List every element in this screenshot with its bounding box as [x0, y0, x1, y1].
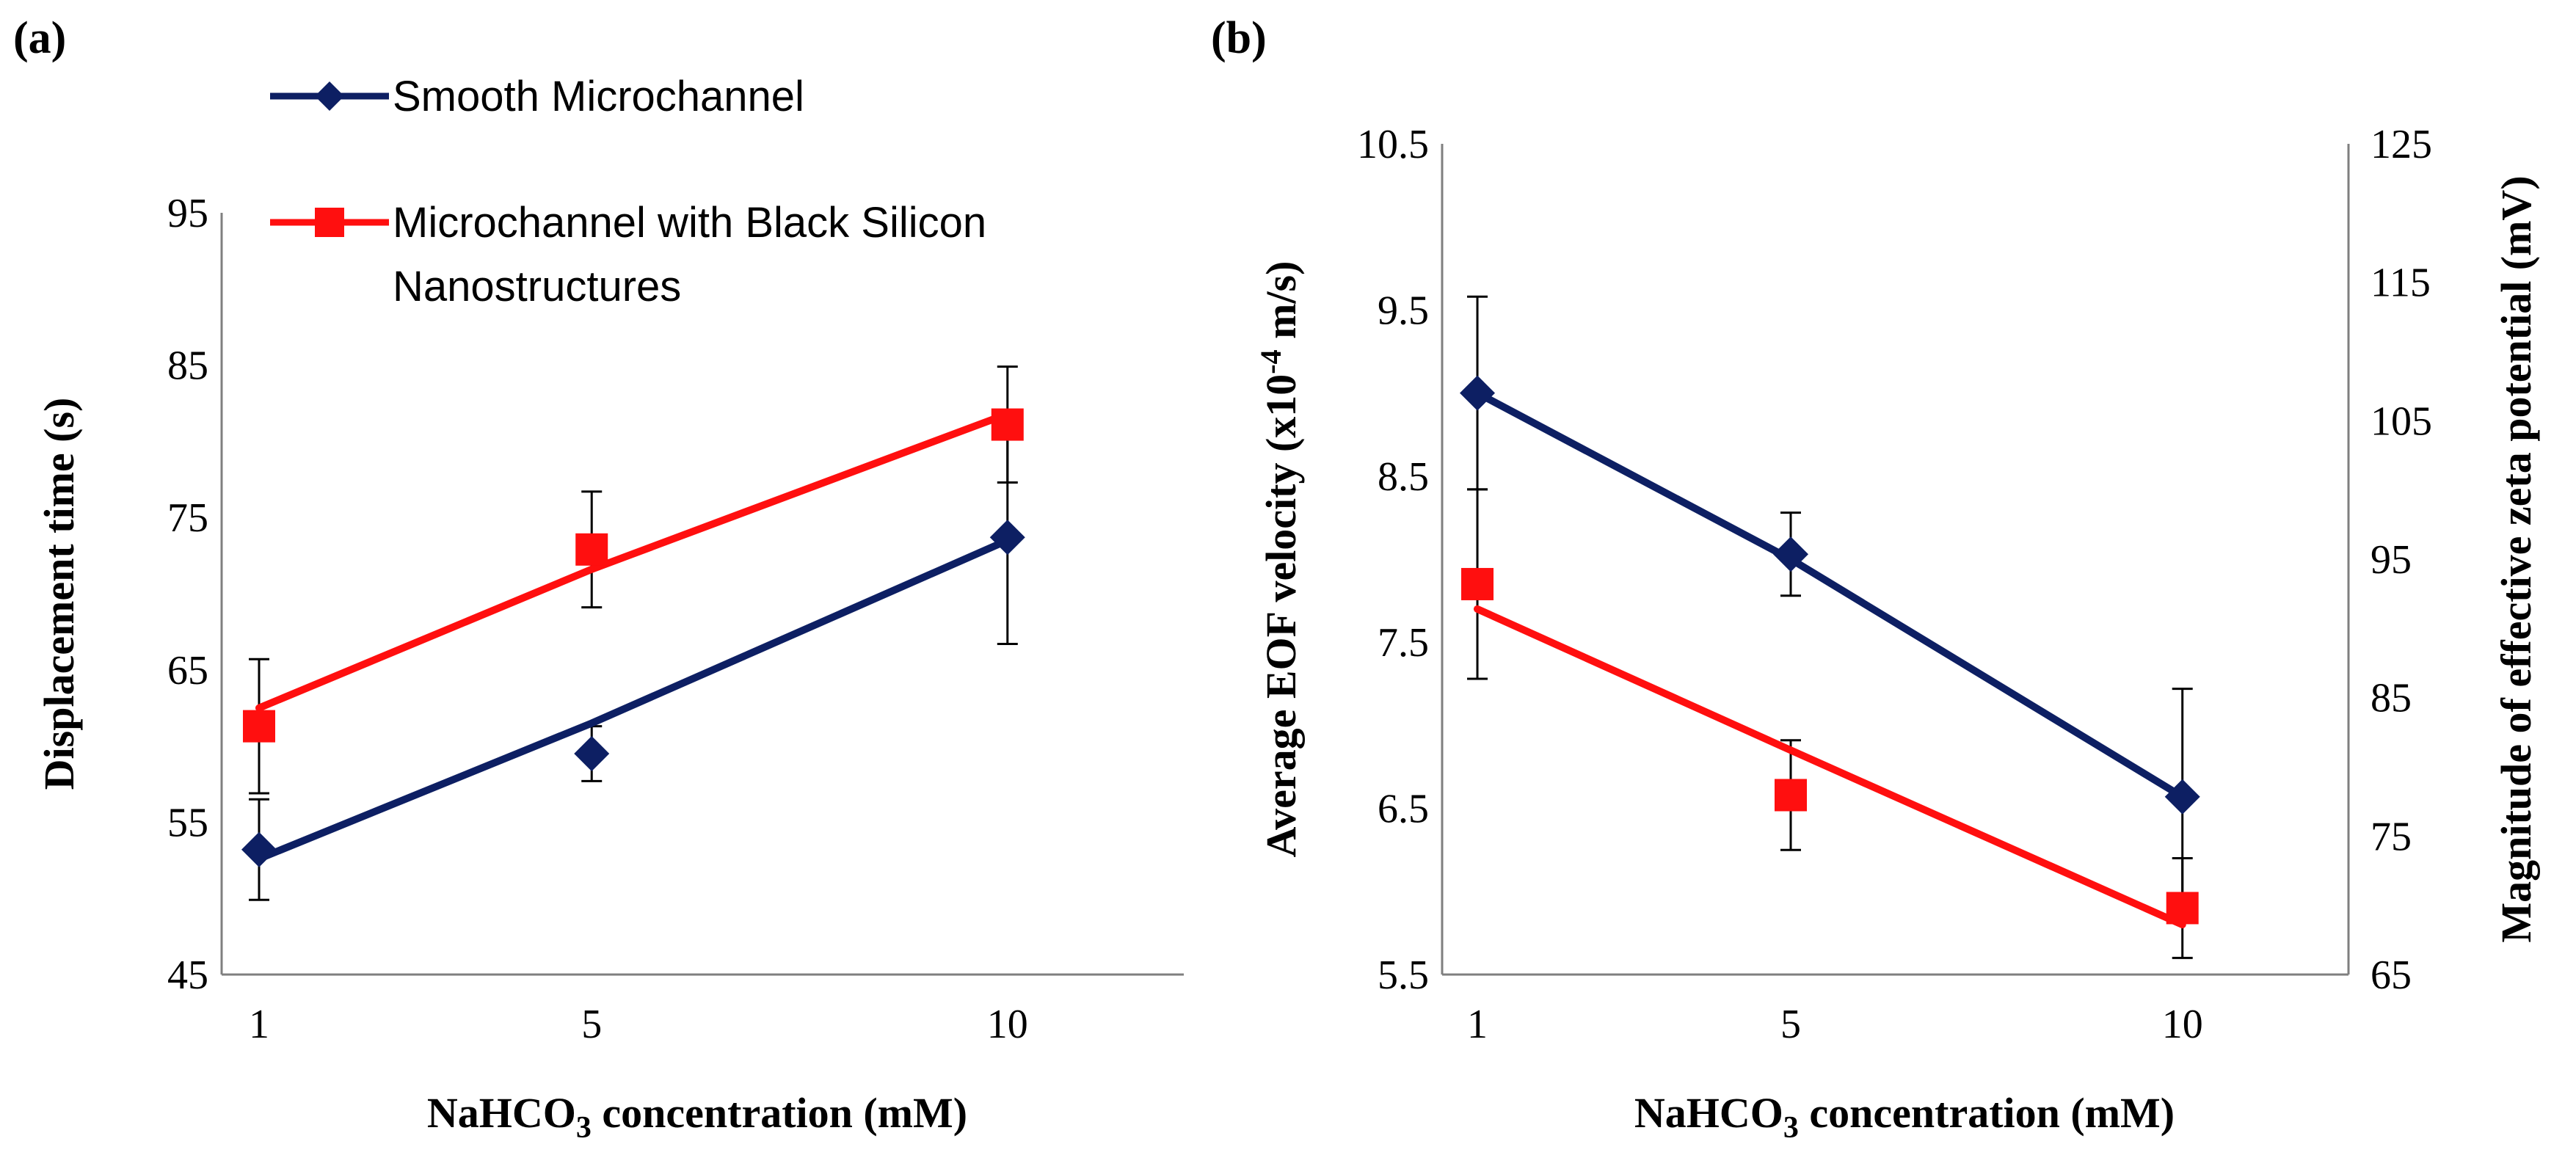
- chart-b-y2-axis-title: Magnitude of effective zeta potential (m…: [2492, 175, 2540, 942]
- chart-b-y-axis-title-main: Average EOF velocity (x10: [1257, 374, 1305, 858]
- panel-label-a: (a): [13, 13, 66, 63]
- chart-b-trendline-black-silicon: [1474, 605, 2186, 929]
- chart-b-y-tick-label: 10.5: [1357, 122, 1429, 167]
- chart-a-y-tick-label: 65: [167, 648, 208, 693]
- chart-b-y2-tick-label: 125: [2371, 122, 2432, 167]
- chart-b-y-axis-title-superscript: -4: [1254, 349, 1287, 374]
- chart-b-y-axis-title: Average EOF velocity (x10-4 m/s): [1254, 261, 1305, 858]
- chart-b-y2-tick-label: 75: [2371, 814, 2412, 859]
- chart-a-point-smooth: [989, 520, 1025, 556]
- chart-b-x-axis-title-main: NaHCO: [1634, 1089, 1783, 1137]
- chart-a-markers: [241, 408, 1025, 867]
- chart-a-y-tick-label: 85: [167, 343, 208, 389]
- chart-a-x-tick-label: 1: [249, 1002, 269, 1047]
- chart-b-x-tick-label: 5: [1780, 1002, 1801, 1047]
- chart-a-x-axis-title-rest: concentration (mM): [592, 1089, 967, 1137]
- chart-b-x-axis-title-rest: concentration (mM): [1799, 1089, 2175, 1137]
- legend-black-silicon-label-line1: Microchannel with Black Silicon: [393, 199, 986, 247]
- chart-b-y2-tick-label: 95: [2371, 537, 2412, 583]
- chart-b-y2-tick-label: 105: [2371, 398, 2432, 444]
- chart-b-x-tick-label: 1: [1467, 1002, 1488, 1047]
- legend-smooth-label: Smooth Microchannel: [393, 73, 804, 120]
- chart-a-point-black-silicon: [991, 408, 1024, 441]
- chart-a-point-black-silicon: [575, 533, 608, 566]
- chart-b-x-ticks: 1 5 10: [1467, 1002, 2203, 1047]
- chart-b-trendlines: [1474, 389, 2186, 929]
- chart-b-x-axis-title: NaHCO3 concentration (mM): [1634, 1089, 2175, 1145]
- chart-a-y-tick-label: 95: [167, 191, 208, 236]
- chart-a-point-smooth: [574, 735, 610, 771]
- chart-b-y2-tick-label: 65: [2371, 953, 2412, 998]
- chart-b-point-smooth: [1773, 536, 1808, 572]
- chart-b-point-smooth: [2164, 779, 2200, 815]
- chart-a-y-tick-label: 75: [167, 495, 208, 541]
- chart-a-y-ticks: 45 55 65 75 85 95: [167, 191, 208, 998]
- chart-a-y-axis-title: Displacement time (s): [35, 398, 83, 790]
- chart-b-markers: [1460, 375, 2200, 925]
- chart-b-y-ticks: 5.5 6.5 7.5 8.5 9.5 10.5: [1357, 122, 1429, 998]
- chart-b-y-axis-title-rest: m/s): [1257, 261, 1305, 350]
- chart-b-y2-tick-label: 85: [2371, 676, 2412, 721]
- chart-a-x-axis-title: NaHCO3 concentration (mM): [427, 1089, 967, 1145]
- legend-black-silicon-square-marker: [315, 208, 344, 237]
- chart-b-point-black-silicon: [1775, 779, 1807, 812]
- chart-a-x-axis-title-main: NaHCO: [427, 1089, 576, 1137]
- chart-b-error-bars: [1467, 295, 2193, 959]
- chart-a-trendline-smooth: [255, 536, 1011, 863]
- chart-a-x-axis-title-subscript: 3: [576, 1111, 592, 1145]
- chart-a-point-smooth: [241, 831, 277, 867]
- chart-b-point-black-silicon: [1461, 567, 1494, 600]
- legend-smooth-diamond-marker: [315, 81, 344, 111]
- chart-b-trendline-smooth: [1474, 389, 2186, 801]
- chart-b-y-tick-label: 8.5: [1378, 454, 1429, 500]
- chart-b-y-tick-label: 6.5: [1378, 787, 1429, 832]
- chart-a-y-tick-label: 45: [167, 953, 208, 998]
- chart-b-y-tick-label: 7.5: [1378, 620, 1429, 666]
- chart-b-x-axis-title-subscript: 3: [1783, 1111, 1799, 1145]
- chart-b-y-tick-label: 9.5: [1378, 288, 1429, 333]
- chart-b-point-black-silicon: [2166, 892, 2199, 925]
- panel-label-b: (b): [1211, 13, 1267, 63]
- legend-black-silicon-label-line2: Nanostructures: [393, 263, 681, 310]
- chart-a-trendlines: [255, 410, 1011, 863]
- chart-b-point-smooth: [1460, 375, 1496, 411]
- chart-a-x-tick-label: 5: [581, 1002, 602, 1047]
- chart-a-x-ticks: 1 5 10: [249, 1002, 1028, 1047]
- chart-b-y2-tick-label: 115: [2371, 261, 2431, 306]
- chart-a-error-bars: [248, 365, 1018, 901]
- chart-b-y-tick-label: 5.5: [1378, 953, 1429, 998]
- legend: Smooth Microchannel Microchannel with Bl…: [270, 73, 986, 310]
- chart-a-x-tick-label: 10: [987, 1002, 1028, 1047]
- chart-a-point-black-silicon: [242, 710, 275, 743]
- chart-b-y2-ticks: 65 75 85 95 105 115 125: [2371, 122, 2432, 998]
- chart-a-trendline-black-silicon: [255, 410, 1011, 712]
- chart-b-x-tick-label: 10: [2162, 1002, 2203, 1047]
- chart-a-y-tick-label: 55: [167, 800, 208, 845]
